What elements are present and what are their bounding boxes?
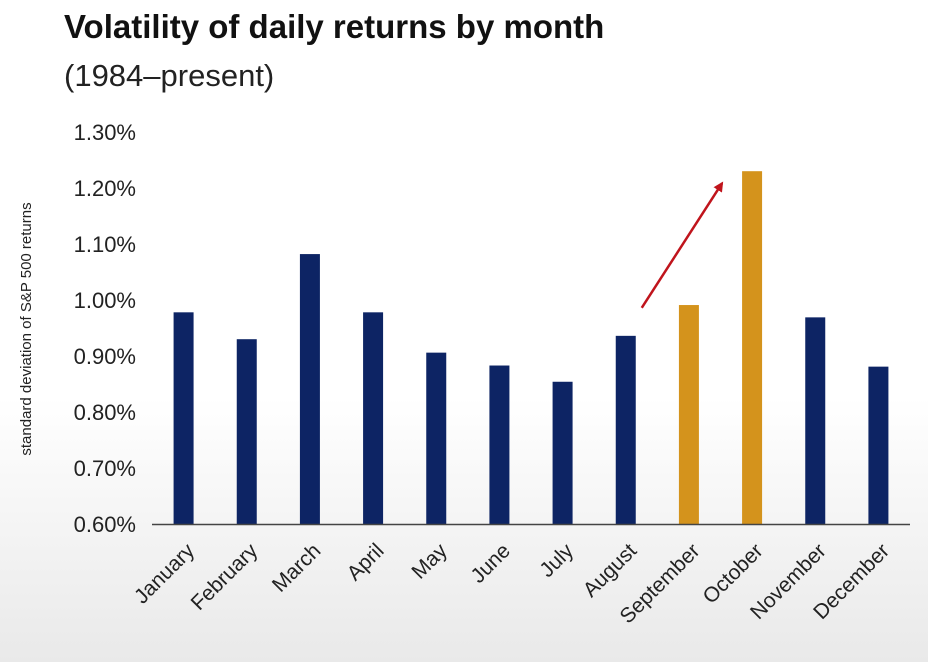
x-tick-label: August [579, 539, 642, 602]
y-tick-label: 1.20% [74, 176, 136, 201]
y-tick-label: 0.80% [74, 400, 136, 425]
bar-june [489, 365, 510, 524]
bar-september [678, 305, 699, 524]
y-tick-label: 0.60% [74, 512, 136, 537]
y-tick-label: 0.70% [74, 456, 136, 481]
bar-october [742, 171, 763, 524]
x-tick-label: June [466, 539, 514, 587]
y-tick-label: 1.30% [74, 120, 136, 145]
bar-august [615, 335, 636, 524]
chart-title: Volatility of daily returns by month [64, 8, 605, 45]
bar-april [363, 312, 384, 524]
bars [173, 171, 889, 524]
y-axis-ticks: 0.60% 0.70% 0.80% 0.90% 1.00% 1.10% 1.20% 1.30% [74, 120, 136, 537]
bar-december [868, 366, 889, 524]
x-tick-label: April [343, 539, 389, 585]
x-tick-label: July [535, 539, 578, 582]
x-tick-label: February [187, 539, 263, 615]
trend-arrow [640, 181, 724, 309]
x-tick-label: May [407, 539, 452, 584]
bar-february [236, 339, 257, 524]
y-tick-label: 1.10% [74, 232, 136, 257]
y-axis-label: standard deviation of S&P 500 returns [18, 202, 35, 455]
bar-july [552, 381, 573, 524]
bar-march [299, 254, 320, 524]
chart-subtitle: (1984–present) [64, 58, 275, 93]
bar-november [805, 317, 826, 524]
y-tick-label: 0.90% [74, 344, 136, 369]
bar-may [426, 352, 447, 524]
x-tick-label: March [268, 539, 326, 597]
bar-january [173, 312, 194, 524]
y-tick-label: 1.00% [74, 288, 136, 313]
